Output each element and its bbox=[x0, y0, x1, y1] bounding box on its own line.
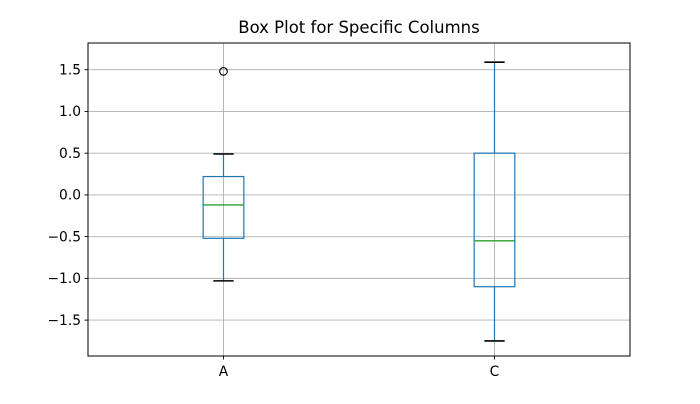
box-layer bbox=[202, 61, 516, 342]
y-tick-label: 0.0 bbox=[59, 188, 81, 204]
x-tick-label: A bbox=[219, 364, 229, 380]
axes-layer: 1.5 1.0 0.5 0.0 −0.5 −1.0 −1.5 A C bbox=[47, 42, 631, 380]
grid-layer bbox=[88, 43, 630, 356]
y-tick-label: −0.5 bbox=[47, 229, 81, 245]
y-tick-label: 1.5 bbox=[59, 63, 81, 79]
iqr-box-C bbox=[473, 152, 516, 288]
x-tick-label: C bbox=[490, 364, 500, 380]
outlier-marker-A bbox=[219, 67, 228, 76]
y-tick-label: −1.5 bbox=[47, 313, 81, 329]
y-tick-label: 1.0 bbox=[59, 104, 81, 120]
y-tick-label: 0.5 bbox=[59, 146, 81, 162]
iqr-box-A bbox=[202, 175, 245, 239]
y-tick-label: −1.0 bbox=[47, 271, 81, 287]
plot-frame bbox=[87, 42, 631, 357]
chart-title: Box Plot for Specific Columns bbox=[238, 18, 479, 37]
